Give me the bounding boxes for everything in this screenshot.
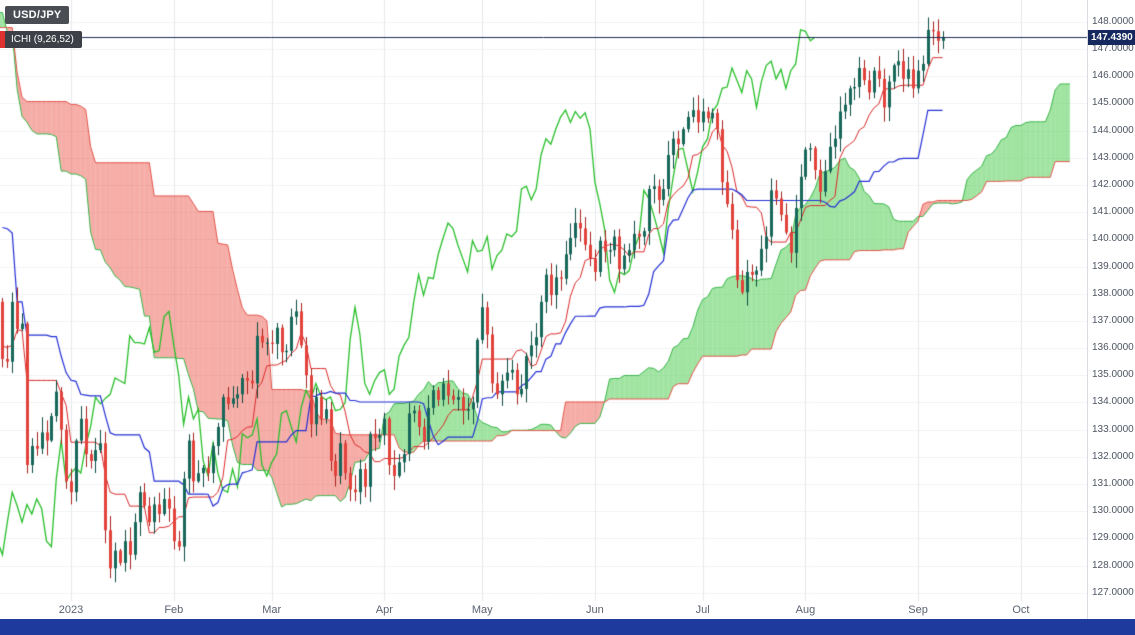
price-axis-label: 127.0000 — [1092, 586, 1134, 598]
symbol-badge: USD/JPY — [5, 6, 70, 24]
price-axis-label: 139.0000 — [1092, 260, 1134, 272]
price-axis-label: 144.0000 — [1092, 124, 1134, 136]
price-axis-label: 129.0000 — [1092, 532, 1134, 544]
time-axis-label: Feb — [164, 604, 184, 616]
price-axis-label: 135.0000 — [1092, 369, 1134, 381]
price-axis-label: 134.0000 — [1092, 396, 1134, 408]
price-axis-label: 131.0000 — [1092, 478, 1134, 490]
price-axis-label: 137.0000 — [1092, 314, 1134, 326]
time-axis-label: Mar — [262, 604, 282, 616]
price-axis-label: 147.0000 — [1092, 42, 1134, 54]
price-axis-label: 133.0000 — [1092, 423, 1134, 435]
price-axis-label: 130.0000 — [1092, 505, 1134, 517]
time-axis-label: Sep — [908, 604, 928, 616]
time-axis-label: Jun — [586, 604, 604, 616]
price-chart-canvas[interactable] — [0, 0, 1087, 601]
price-axis-label: 146.0000 — [1092, 70, 1134, 82]
time-axis-label: Jul — [695, 604, 710, 616]
price-axis-label: 148.0000 — [1092, 15, 1134, 27]
time-axis-label: 2023 — [58, 604, 84, 616]
indicator-badge[interactable]: ICHI (9,26,52) — [0, 31, 82, 48]
price-axis[interactable]: 147.4390 148.0000 147.0000 146.0000 145.000… — [1087, 0, 1135, 619]
current-price-badge: 147.4390 — [1088, 29, 1135, 45]
price-axis-label: 140.0000 — [1092, 233, 1134, 245]
price-axis-label: 141.0000 — [1092, 206, 1134, 218]
price-axis-label: 143.0000 — [1092, 151, 1134, 163]
price-axis-label: 145.0000 — [1092, 97, 1134, 109]
price-axis-label: 128.0000 — [1092, 559, 1134, 571]
price-axis-label: 132.0000 — [1092, 450, 1134, 462]
time-axis-label: Aug — [795, 604, 816, 616]
time-axis-label: Apr — [375, 604, 393, 616]
price-axis-label: 142.0000 — [1092, 178, 1134, 190]
time-axis[interactable]: 2023 Feb Mar Apr May Jun Jul Aug Sep Oct — [0, 601, 1087, 619]
indicator-label: ICHI (9,26,52) — [11, 34, 74, 45]
time-axis-label: Oct — [1012, 604, 1030, 616]
indicator-color-chip — [0, 31, 5, 48]
price-axis-label: 136.0000 — [1092, 342, 1134, 354]
time-axis-label: May — [471, 604, 493, 616]
price-axis-label: 138.0000 — [1092, 287, 1134, 299]
bottom-navy-bar — [0, 619, 1135, 635]
